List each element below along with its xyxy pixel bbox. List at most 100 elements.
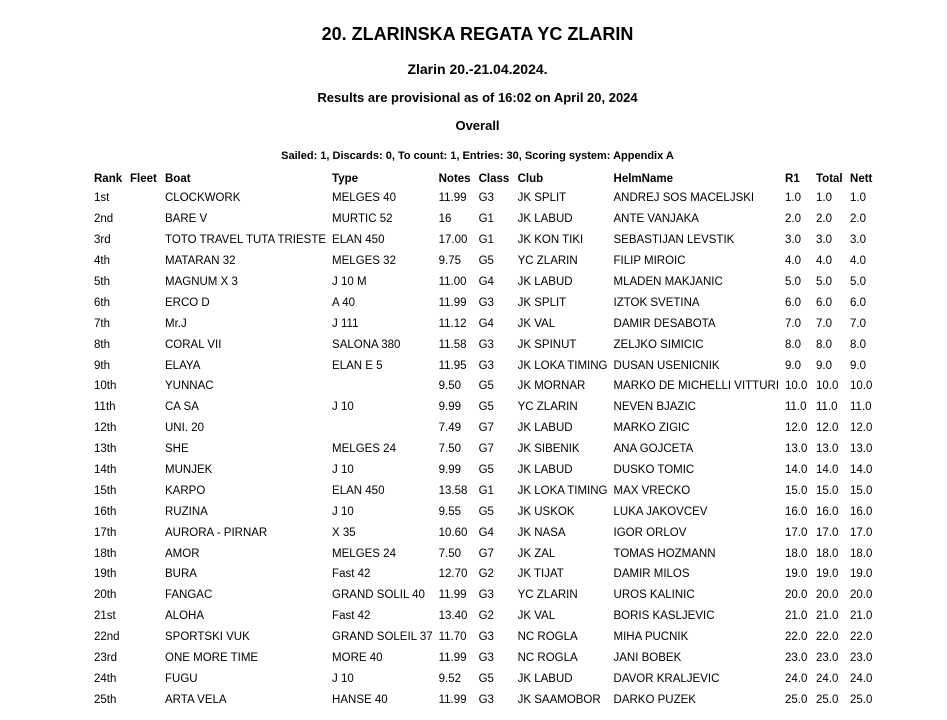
- column-header-class: Class: [478, 173, 510, 185]
- column-header-rank: Rank: [94, 173, 123, 185]
- cell-club: JK SPINUT: [517, 338, 577, 351]
- cell-r1: 9.0: [785, 359, 802, 372]
- cell-notes: 7.49: [438, 422, 461, 435]
- cell-class: G3: [478, 296, 494, 309]
- cell-helm-name: DAMIR MILOS: [613, 568, 690, 581]
- cell-total: 10.0: [816, 380, 839, 393]
- cell-helm-name: BORIS KASLJEVIC: [613, 610, 715, 623]
- cell-r1: 21.0: [785, 610, 808, 623]
- cell-helm-name: ANA GOJCETA: [613, 443, 694, 456]
- cell-nett: 9.0: [850, 359, 867, 372]
- cell-type: X 35: [332, 526, 356, 539]
- results-table: Rank Fleet Boat Type Notes Class Club HelmName R…: [91, 170, 887, 710]
- cell-r1: 6.0: [785, 296, 802, 309]
- cell-class: G2: [478, 610, 494, 623]
- cell-fleet: [127, 480, 162, 501]
- cell-club: JK ZAL: [517, 547, 556, 560]
- cell-fleet: [127, 627, 162, 648]
- table-row: 5th MAGNUM X 3 J 10 M 11.00 G4 JK LABUD MLADEN…: [91, 272, 887, 293]
- column-header-nett: Nett: [850, 173, 873, 185]
- cell-fleet: [127, 648, 162, 669]
- cell-type: MELGES 24: [332, 547, 396, 560]
- cell-nett: 7.0: [850, 317, 867, 330]
- cell-type: [329, 418, 436, 439]
- table-row: 19th BURA Fast 42 12.70 G2 JK TIJAT DAMIR MILO…: [91, 564, 887, 585]
- table-row: 22nd SPORTSKI VUK GRAND SOLEIL 37 11.70 G3 NC…: [91, 627, 887, 648]
- cell-club: JK TIJAT: [517, 568, 564, 581]
- cell-total: 22.0: [816, 631, 839, 644]
- cell-rank: 7th: [94, 317, 110, 330]
- cell-class: G3: [478, 192, 494, 205]
- cell-rank: 13th: [94, 443, 117, 456]
- cell-helm-name: MARKO DE MICHELLI VITTURI: [613, 380, 780, 393]
- cell-nett: 23.0: [850, 652, 873, 665]
- cell-nett: 5.0: [850, 276, 867, 288]
- cell-type: J 10: [332, 672, 354, 685]
- cell-helm-name: LUKA JAKOVCEV: [613, 505, 708, 518]
- table-row: 20th FANGAC GRAND SOLIL 40 11.99 G3 YC ZLARIN…: [91, 585, 887, 606]
- cell-total: 5.0: [816, 276, 833, 288]
- cell-helm-name: DUSAN USENICNIK: [613, 359, 720, 372]
- cell-nett: 15.0: [850, 484, 873, 497]
- cell-fleet: [127, 209, 162, 230]
- cell-notes: 11.99: [438, 693, 467, 706]
- column-header-type: Type: [332, 173, 359, 185]
- cell-club: JK VAL: [517, 610, 556, 623]
- cell-helm-name: ANDREJ SOS MACELJSKI: [613, 192, 755, 205]
- cell-notes: 12.70: [438, 568, 468, 581]
- cell-fleet: [127, 501, 162, 522]
- cell-helm-name: MAX VRECKO: [613, 484, 691, 497]
- cell-total: 1.0: [816, 192, 833, 205]
- cell-fleet: [127, 543, 162, 564]
- cell-rank: 19th: [94, 568, 117, 581]
- group-heading: Overall: [455, 118, 500, 133]
- cell-class: G7: [478, 547, 494, 560]
- cell-class: G5: [478, 505, 494, 518]
- cell-boat: ELAYA: [165, 359, 201, 372]
- cell-type: ELAN 450: [332, 484, 385, 497]
- cell-boat: FANGAC: [165, 589, 213, 602]
- cell-club: YC ZLARIN: [517, 589, 578, 602]
- cell-notes: 11.99: [438, 192, 467, 205]
- cell-rank: 15th: [94, 484, 117, 497]
- cell-notes: 13.58: [438, 484, 468, 497]
- cell-type: J 10: [332, 464, 354, 477]
- cell-class: G5: [478, 255, 494, 268]
- cell-total: 21.0: [816, 610, 839, 623]
- cell-total: 16.0: [816, 505, 839, 518]
- cell-boat: BARE V: [165, 213, 208, 226]
- cell-r1: 14.0: [785, 464, 808, 477]
- cell-nett: 1.0: [850, 192, 867, 205]
- cell-class: G1: [478, 234, 494, 247]
- cell-total: 8.0: [816, 338, 833, 351]
- cell-type: J 10: [332, 505, 354, 518]
- table-row: 16th RUZINA J 10 9.55 G5 JK USKOK LUKA JAKOVCE…: [91, 501, 887, 522]
- cell-class: G5: [478, 464, 494, 477]
- results-status: Results are provisional as of 16:02 on A…: [317, 90, 638, 105]
- cell-notes: 9.99: [438, 401, 461, 414]
- cell-type: A 40: [332, 296, 356, 309]
- table-row: 6th ERCO D A 40 11.99 G3 JK SPLIT IZTOK SVETIN…: [91, 292, 887, 313]
- cell-helm-name: FILIP MIROIC: [613, 255, 686, 268]
- cell-club: JK SPLIT: [517, 296, 567, 309]
- cell-notes: 11.70: [438, 631, 467, 644]
- cell-fleet: [127, 439, 162, 460]
- cell-type: HANSE 40: [332, 693, 388, 706]
- cell-rank: 17th: [94, 526, 117, 539]
- cell-rank: 11th: [94, 401, 116, 414]
- table-row: 12th UNI. 20 7.49 G7 JK LABUD MARKO ZIGIC 12.0…: [91, 418, 887, 439]
- cell-rank: 23rd: [94, 652, 118, 665]
- cell-rank: 5th: [94, 276, 110, 288]
- column-header-boat: Boat: [165, 173, 191, 185]
- cell-fleet: [127, 564, 162, 585]
- cell-fleet: [127, 355, 162, 376]
- cell-boat: KARPO: [165, 484, 206, 497]
- cell-club: JK LABUD: [517, 464, 573, 477]
- cell-fleet: [127, 585, 162, 606]
- cell-r1: 18.0: [785, 547, 808, 560]
- cell-total: 18.0: [816, 547, 839, 560]
- cell-r1: 20.0: [785, 589, 808, 602]
- cell-boat: CA SA: [165, 401, 199, 414]
- column-header-helm-name: HelmName: [613, 173, 673, 185]
- cell-fleet: [127, 460, 162, 481]
